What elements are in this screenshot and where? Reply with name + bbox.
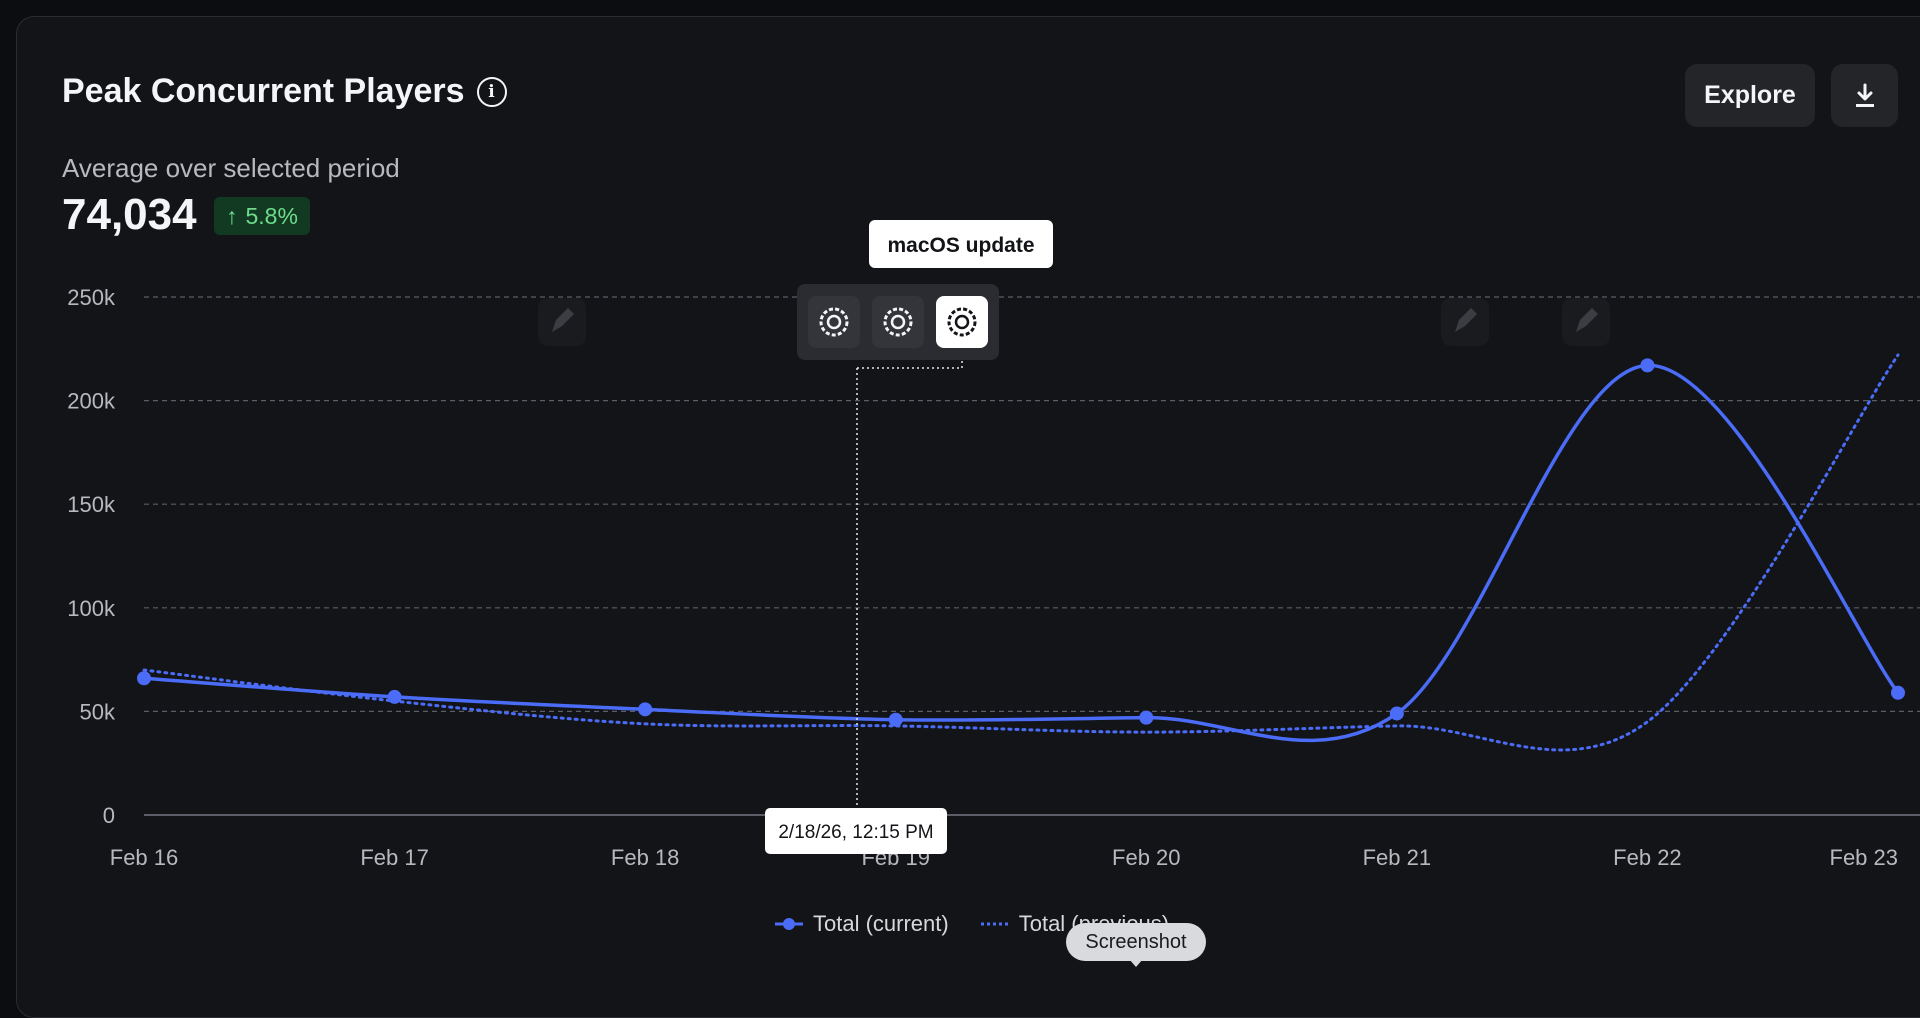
explore-button[interactable]: Explore <box>1685 64 1815 127</box>
legend-label-current: Total (current) <box>813 911 949 936</box>
average-value: 74,034 <box>62 190 197 239</box>
change-value: 5.8% <box>245 202 298 229</box>
subtitle: Average over selected period <box>62 153 400 183</box>
download-icon <box>1855 83 1874 107</box>
download-button[interactable] <box>1831 64 1898 127</box>
screenshot-tooltip: Screenshot <box>1066 923 1206 967</box>
chart-title-row: Peak Concurrent Players i <box>62 72 507 111</box>
legend-item-current[interactable]: Total (current) <box>773 911 949 937</box>
change-badge: ↑ 5.8% <box>214 197 310 235</box>
info-icon[interactable]: i <box>476 76 507 107</box>
legend-dotted-swatch <box>980 922 1009 926</box>
page-title: Peak Concurrent Players <box>62 72 465 110</box>
legend-solid-swatch <box>775 918 803 930</box>
arrow-up-icon: ↑ <box>226 202 238 229</box>
